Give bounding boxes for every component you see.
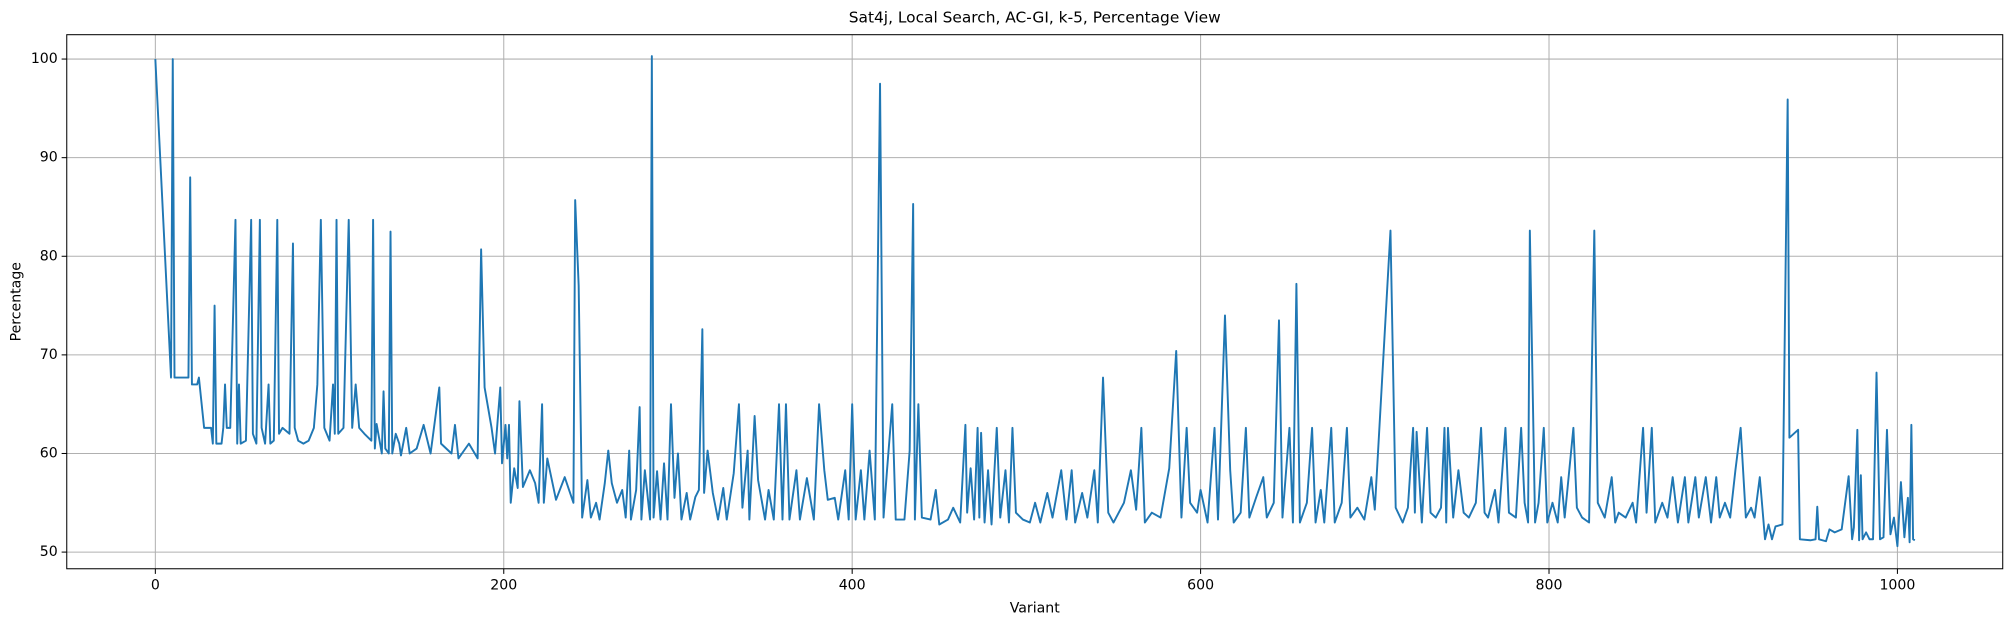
x-tick-label: 400 [839, 577, 866, 593]
x-tick-label: 1000 [1879, 577, 1915, 593]
plot-frame [66, 34, 2004, 570]
x-tick-label: 0 [151, 577, 160, 593]
x-axis-label: Variant [1010, 601, 1061, 617]
y-tick-label: 60 [40, 445, 58, 461]
x-tick-label: 600 [1187, 577, 1214, 593]
data-line [154, 55, 1916, 548]
y-tick-label: 100 [31, 51, 58, 67]
chart-title: Sat4j, Local Search, AC-GI, k-5, Percent… [849, 9, 1221, 27]
x-tick-label: 800 [1536, 577, 1563, 593]
y-tick-label: 90 [40, 150, 58, 166]
y-axis-label: Percentage [9, 262, 25, 341]
y-tick-label: 50 [40, 544, 58, 560]
x-tick-label: 200 [490, 577, 517, 593]
y-tick-label: 70 [40, 347, 58, 363]
y-tick-label: 80 [40, 248, 58, 264]
